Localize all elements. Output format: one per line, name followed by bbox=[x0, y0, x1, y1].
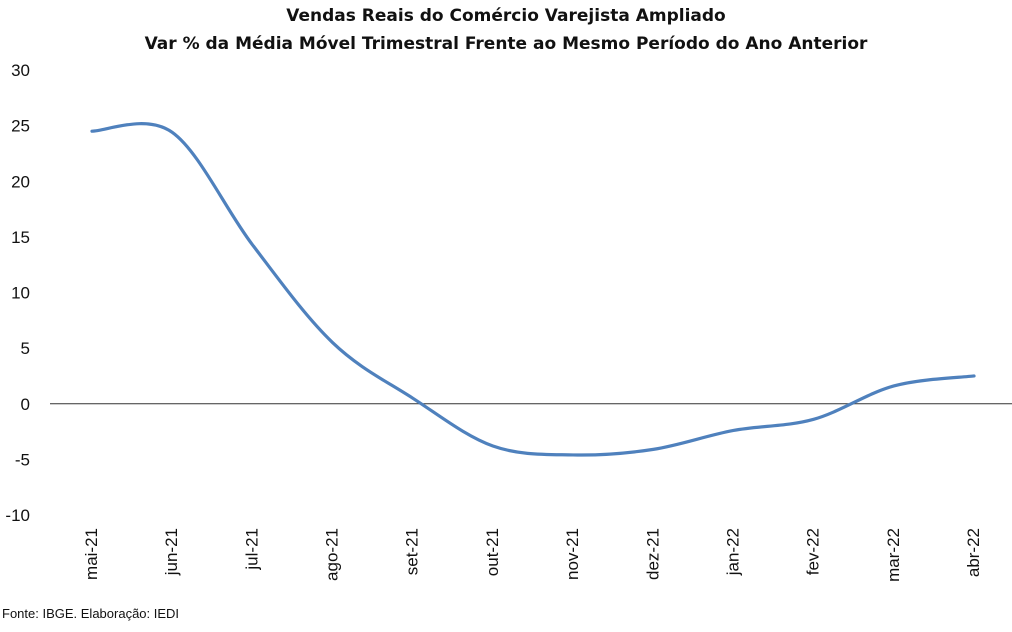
x-tick-label: out-21 bbox=[483, 528, 502, 576]
line-chart: 30 25 20 15 10 5 0 -5 -10 mai-21 jun-21 jul-21 ago-… bbox=[5, 61, 1012, 582]
y-tick-label: 25 bbox=[11, 117, 30, 136]
y-tick-label: 0 bbox=[21, 395, 30, 414]
x-tick-label: jul-21 bbox=[242, 528, 261, 571]
y-tick-label: 15 bbox=[11, 228, 30, 247]
x-tick-label: fev-22 bbox=[804, 528, 823, 575]
source-note: Fonte: IBGE. Elaboração: IEDI bbox=[2, 606, 180, 621]
y-tick-label: 30 bbox=[11, 61, 30, 80]
series-group bbox=[90, 122, 976, 457]
x-tick-label: jan-22 bbox=[723, 528, 742, 576]
x-tick-label: dez-21 bbox=[643, 528, 662, 580]
chart-subtitle: Var % da Média Móvel Trimestral Frente a… bbox=[144, 34, 868, 54]
x-tick-label: jun-21 bbox=[162, 528, 181, 576]
y-tick-label: -10 bbox=[5, 506, 30, 525]
x-tick-label: mar-22 bbox=[884, 528, 903, 582]
y-tick-label: 5 bbox=[21, 339, 30, 358]
x-tick-label: set-21 bbox=[403, 528, 422, 575]
x-tick-label: mai-21 bbox=[82, 528, 101, 580]
x-tick-label: nov-21 bbox=[563, 528, 582, 580]
y-tick-label: 10 bbox=[11, 284, 30, 303]
x-tick-label: abr-22 bbox=[964, 528, 983, 577]
series-line bbox=[90, 122, 976, 457]
x-tick-label: ago-21 bbox=[323, 528, 342, 581]
x-axis-ticks: mai-21 jun-21 jul-21 ago-21 set-21 out-21 nov-… bbox=[82, 528, 983, 582]
y-tick-label: 20 bbox=[11, 172, 30, 191]
chart-title: Vendas Reais do Comércio Varejista Ampli… bbox=[286, 6, 726, 26]
y-axis-ticks: 30 25 20 15 10 5 0 -5 -10 bbox=[5, 61, 30, 525]
y-tick-label: -5 bbox=[15, 450, 30, 469]
